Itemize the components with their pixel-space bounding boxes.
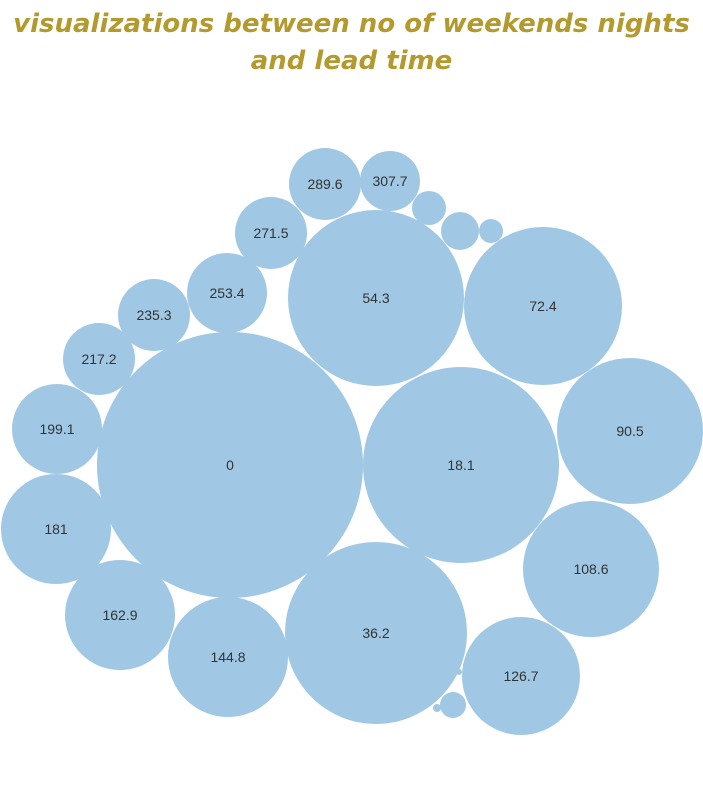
bubble-162-9 (65, 560, 175, 670)
bubble-181 (1, 474, 111, 584)
bubble-label: 199.1 (39, 421, 74, 437)
bubble-label: 289.6 (307, 176, 342, 192)
bubble-72-4 (464, 227, 622, 385)
bubble-90-5 (557, 358, 703, 504)
chart-title-line-2: and lead time (250, 46, 453, 76)
bubble-label: 162.9 (102, 607, 137, 623)
bubble-unlabeled (440, 692, 466, 718)
bubble-144-8 (168, 597, 288, 717)
bubble-label: 36.2 (362, 625, 389, 641)
bubble-label: 126.7 (503, 668, 538, 684)
chart-title: visualizations between no of weekends ni… (0, 6, 703, 80)
bubble-unlabeled (441, 212, 479, 250)
chart-title-line-1: visualizations between no of weekends ni… (13, 9, 690, 39)
bubble-18-1 (363, 367, 559, 563)
bubble-217-2 (63, 323, 135, 395)
bubble-307-7 (360, 151, 420, 211)
bubble-label: 72.4 (529, 298, 556, 314)
bubble-54-3 (288, 210, 464, 386)
bubble-253-4 (187, 253, 267, 333)
bubble-label: 144.8 (210, 649, 245, 665)
bubble-label: 0 (226, 457, 234, 473)
bubble-label: 90.5 (616, 423, 643, 439)
bubble-108-6 (523, 501, 659, 637)
bubble-label: 271.5 (253, 225, 288, 241)
bubble-271-5 (235, 197, 307, 269)
bubble-label: 235.3 (136, 307, 171, 323)
bubble-label: 54.3 (362, 290, 389, 306)
bubble-126-7 (462, 617, 580, 735)
bubble-unlabeled (433, 704, 441, 712)
bubble-label: 18.1 (447, 457, 474, 473)
bubble-235-3 (118, 279, 190, 351)
bubble-label: 181 (44, 521, 68, 537)
bubble-label: 108.6 (573, 561, 608, 577)
bubble-289-6 (289, 148, 361, 220)
bubble-label: 217.2 (81, 351, 116, 367)
bubble-199-1 (12, 384, 102, 474)
bubble-label: 307.7 (372, 173, 407, 189)
bubble-unlabeled (412, 191, 446, 225)
bubble-36-2 (285, 542, 467, 724)
bubble-0 (97, 332, 363, 598)
bubble-unlabeled (479, 219, 503, 243)
bubble-label: 253.4 (209, 285, 244, 301)
